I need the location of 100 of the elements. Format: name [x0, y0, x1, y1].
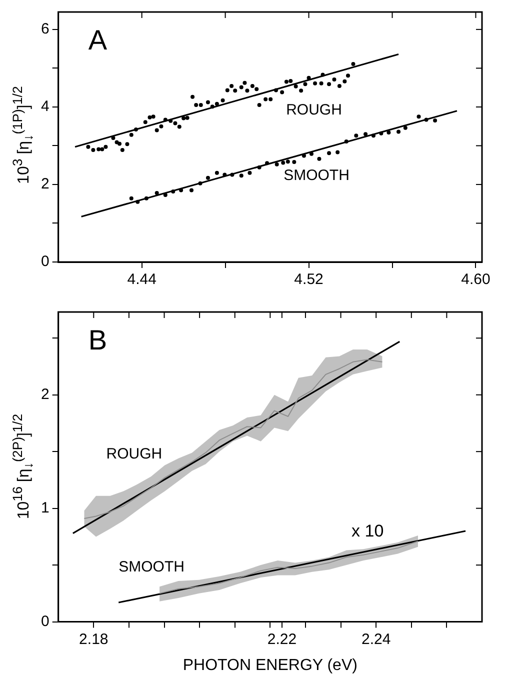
point [163, 192, 168, 197]
point [274, 88, 278, 92]
y-tick-label: 0 [41, 612, 50, 630]
point [151, 114, 156, 119]
point [185, 116, 190, 120]
x-tick-label: 2.24 [361, 630, 391, 648]
point [230, 84, 234, 88]
point [344, 139, 348, 144]
point [309, 152, 314, 156]
point [257, 165, 262, 170]
y-tick-label: 6 [41, 20, 50, 38]
point [342, 79, 347, 84]
x-tick-label: 4.44 [127, 271, 156, 288]
point [159, 124, 164, 128]
point [284, 80, 288, 84]
point [125, 142, 130, 146]
series-label: ROUGH [106, 446, 162, 463]
point [129, 132, 134, 137]
point [299, 88, 304, 93]
point [206, 100, 210, 104]
point [225, 88, 230, 92]
point [281, 160, 286, 165]
point [163, 118, 168, 122]
point [320, 72, 325, 77]
point [96, 147, 101, 152]
x-axis-title: PHOTON ENERGY (eV) [182, 656, 358, 674]
point [327, 151, 332, 156]
point [264, 97, 268, 102]
point [154, 191, 159, 196]
point [168, 118, 173, 123]
annotation: x 10 [352, 522, 384, 541]
point [280, 90, 284, 94]
point [230, 172, 234, 177]
series-label: ROUGH [286, 101, 342, 118]
point [233, 88, 238, 93]
point [268, 97, 273, 102]
point [288, 78, 293, 83]
point [134, 127, 138, 132]
point [198, 181, 202, 186]
point [239, 174, 244, 178]
point [129, 196, 134, 200]
point [319, 81, 324, 86]
point [136, 200, 140, 204]
point [274, 162, 279, 166]
point [371, 134, 376, 138]
point [346, 74, 350, 78]
point [416, 114, 421, 119]
point [302, 154, 306, 158]
point [214, 102, 219, 106]
point [379, 131, 384, 136]
x-tick-label: 2.22 [267, 630, 297, 648]
point [222, 172, 227, 177]
point [250, 84, 254, 88]
point [144, 196, 148, 200]
point [424, 118, 428, 122]
point [177, 124, 182, 129]
x-tick-label: 4.52 [294, 271, 324, 288]
point [327, 82, 332, 86]
point [120, 148, 124, 152]
point [245, 88, 250, 93]
point [148, 115, 152, 120]
point [336, 150, 340, 154]
point [286, 160, 290, 164]
point [257, 103, 262, 108]
point [104, 144, 108, 149]
point [210, 104, 214, 109]
y-tick-label: 0 [41, 253, 50, 270]
point [206, 176, 210, 180]
point [242, 80, 247, 85]
point [100, 147, 104, 152]
point [317, 156, 322, 161]
point [294, 84, 298, 88]
point [248, 170, 252, 175]
point [351, 62, 356, 66]
x-tick-label: 2.18 [79, 630, 108, 648]
point [239, 85, 244, 90]
point [220, 98, 225, 102]
y-tick-label: 4 [41, 98, 50, 116]
point [173, 121, 178, 126]
point [364, 132, 368, 136]
point [332, 77, 336, 82]
point [143, 120, 148, 124]
point [433, 118, 438, 123]
y-tick-label: 2 [41, 176, 50, 193]
chart-title: B [88, 324, 108, 356]
point [171, 189, 176, 194]
point [354, 134, 358, 138]
point [386, 130, 391, 135]
point [194, 103, 198, 108]
series-label: SMOOTH [118, 558, 184, 576]
point [265, 161, 270, 166]
point [182, 116, 186, 120]
x-tick-label: 4.60 [461, 271, 490, 288]
text: A [88, 24, 108, 56]
point [214, 170, 219, 175]
point [403, 126, 408, 130]
y-tick-label: 2 [41, 386, 50, 403]
point [313, 81, 318, 86]
point [117, 142, 122, 146]
point [154, 128, 159, 132]
